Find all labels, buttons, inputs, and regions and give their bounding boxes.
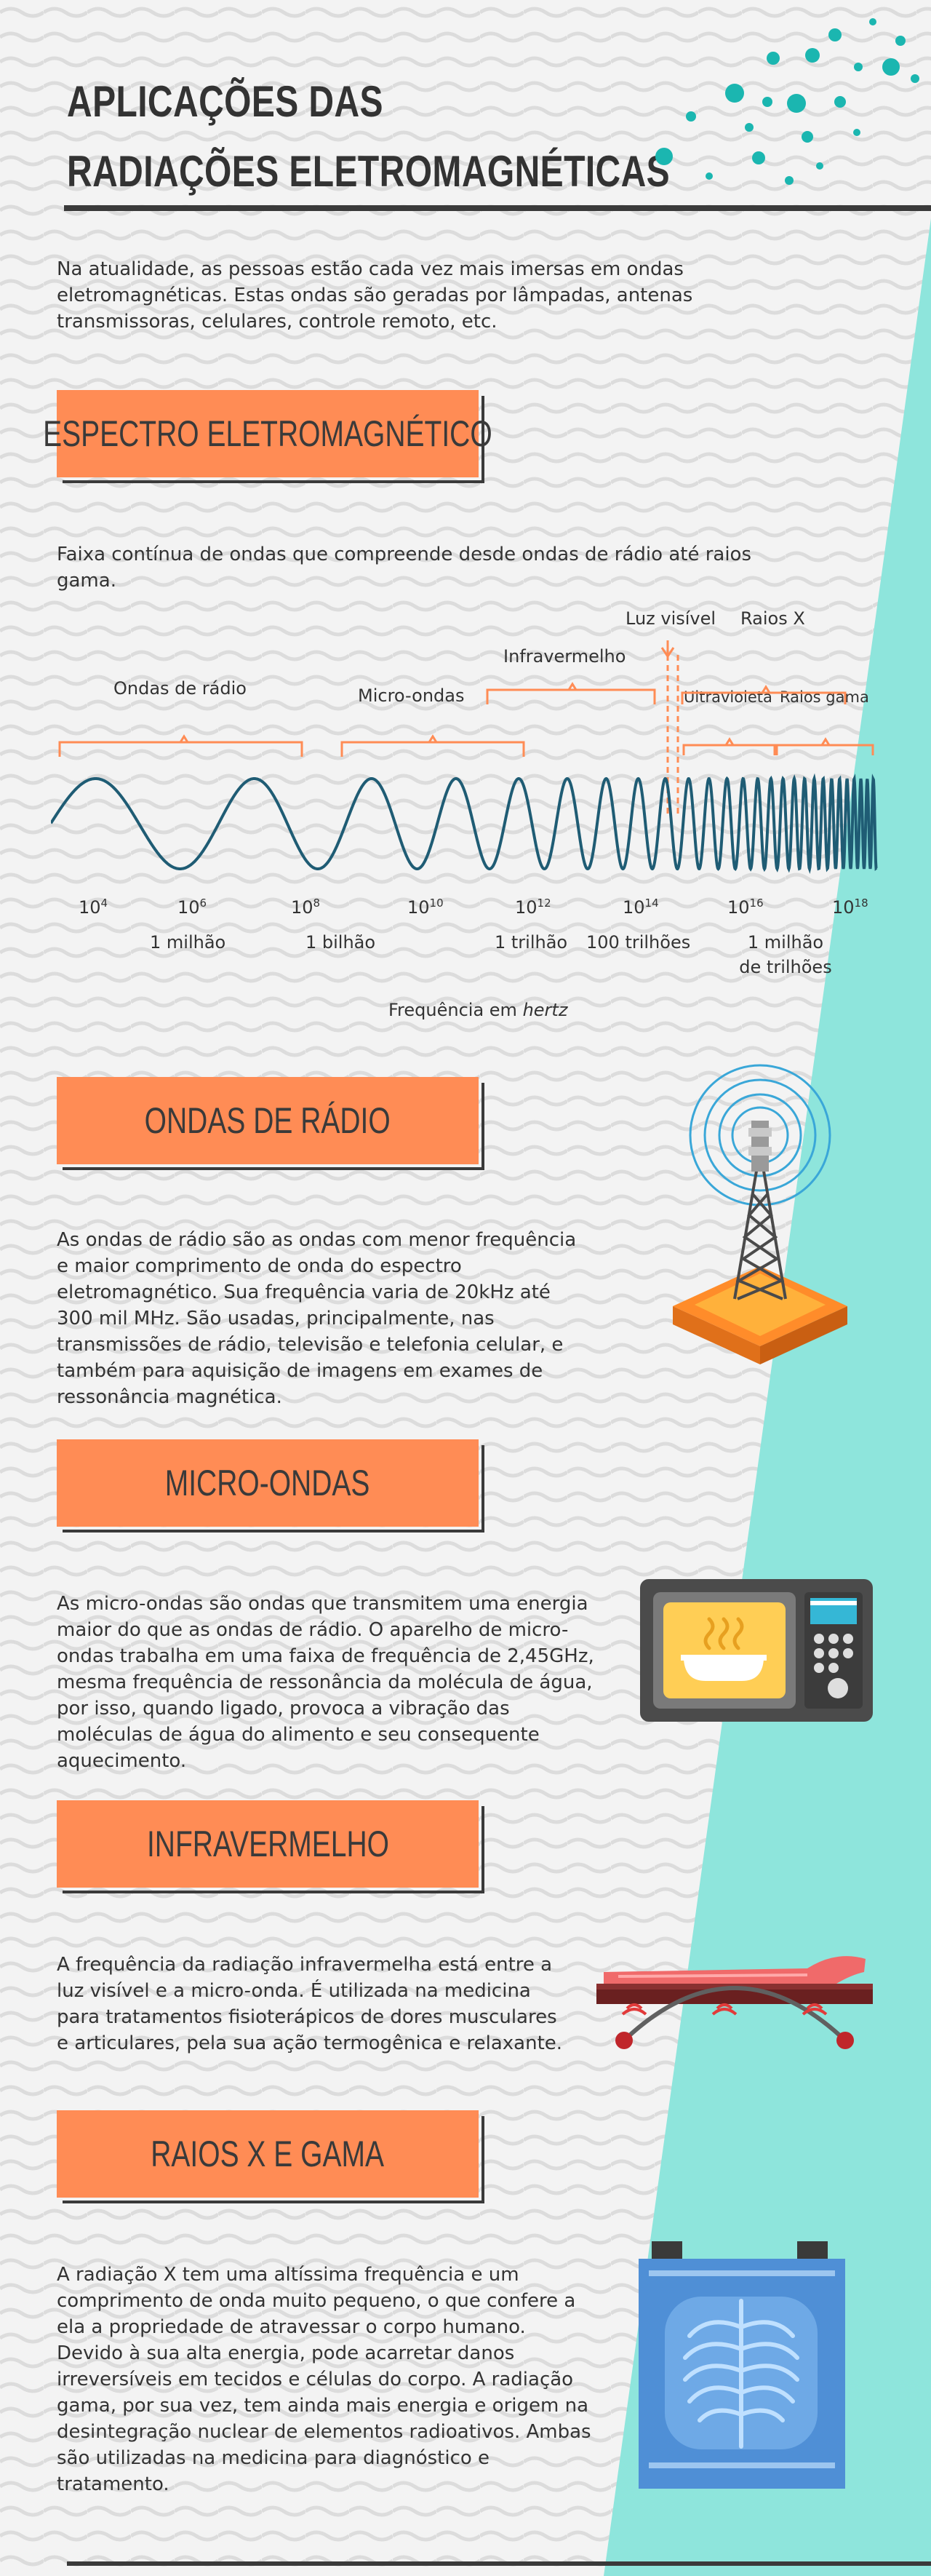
tick-1e18: 1018 xyxy=(832,897,868,918)
bottom-divider xyxy=(67,2561,931,2566)
xray-heading: RAIOS X E GAMA xyxy=(151,2134,385,2174)
infrared-bed-icon xyxy=(596,1956,873,2049)
radio-text: As ondas de rádio são as ondas com menor… xyxy=(57,1229,577,1408)
band-label-micro: Micro-ondas xyxy=(358,685,465,706)
axis-label: Frequência em hertz xyxy=(388,1000,568,1020)
intro-text: Na atualidade, as pessoas estão cada vez… xyxy=(57,258,693,333)
micro-heading: MICRO-ONDAS xyxy=(165,1463,370,1503)
tick-sub-1e8: 1 bilhão xyxy=(305,932,376,953)
title-divider xyxy=(64,205,931,211)
title-line-1: APLICAÇÕES DAS xyxy=(67,77,383,126)
spectrum-description: Faixa contínua de ondas que compreende d… xyxy=(57,544,752,592)
radio-tower-icon xyxy=(673,1064,847,1364)
band-label-radio: Ondas de rádio xyxy=(113,678,247,699)
spectrum-heading-box: ESPECTRO ELETROMAGNÉTICO xyxy=(43,390,492,483)
page-title: APLICAÇÕES DAS RADIAÇÕES ELETROMAGNÉTICA… xyxy=(67,67,820,207)
band-label-gamma: Raios gama xyxy=(780,688,869,706)
band-label-uv: Ultravioleta xyxy=(684,688,772,706)
radio-heading: ONDAS DE RÁDIO xyxy=(144,1100,391,1141)
tick-1e10: 1010 xyxy=(407,897,444,918)
radio-heading-box: ONDAS DE RÁDIO xyxy=(57,1077,484,1170)
tick-sub-1e6: 1 milhão xyxy=(150,932,226,953)
tick-sub-1e16: 1 milhão de trilhões xyxy=(739,932,832,977)
infra-heading: INFRAVERMELHO xyxy=(146,1824,389,1864)
band-brackets xyxy=(58,640,874,815)
band-label-infra: Infravermelho xyxy=(503,646,626,667)
micro-text: As micro-ondas são ondas que transmitem … xyxy=(57,1593,594,1772)
tick-1e4: 104 xyxy=(79,897,108,918)
xray-text: A radiação X tem uma altíssima frequênci… xyxy=(57,2264,591,2495)
band-label-xray: Raios X xyxy=(740,608,805,629)
xray-panel-icon xyxy=(639,2241,845,2489)
spectrum-heading: ESPECTRO ELETROMAGNÉTICO xyxy=(43,413,492,454)
tick-1e12: 1012 xyxy=(515,897,551,918)
spectrum-wave-diagram xyxy=(51,640,878,874)
wave-curve xyxy=(51,773,878,874)
tick-1e14: 1014 xyxy=(623,897,659,918)
infra-heading-box: INFRAVERMELHO xyxy=(57,1800,484,1893)
infra-text: A frequência da radiação infravermelha e… xyxy=(57,1954,563,2054)
decorative-dots-icon xyxy=(655,18,919,185)
title-line-2: RADIAÇÕES ELETROMAGNÉTICAS xyxy=(67,147,671,196)
band-label-visible: Luz visível xyxy=(626,608,716,629)
tick-sub-1e14: 100 trilhões xyxy=(586,932,691,953)
tick-sub-1e12: 1 trilhão xyxy=(495,932,568,953)
micro-heading-box: MICRO-ONDAS xyxy=(57,1439,484,1533)
xray-heading-box: RAIOS X E GAMA xyxy=(57,2110,484,2203)
tick-1e16: 1016 xyxy=(727,897,764,918)
tick-1e6: 106 xyxy=(177,897,207,918)
microwave-icon xyxy=(640,1579,873,1722)
tick-1e8: 108 xyxy=(291,897,321,918)
